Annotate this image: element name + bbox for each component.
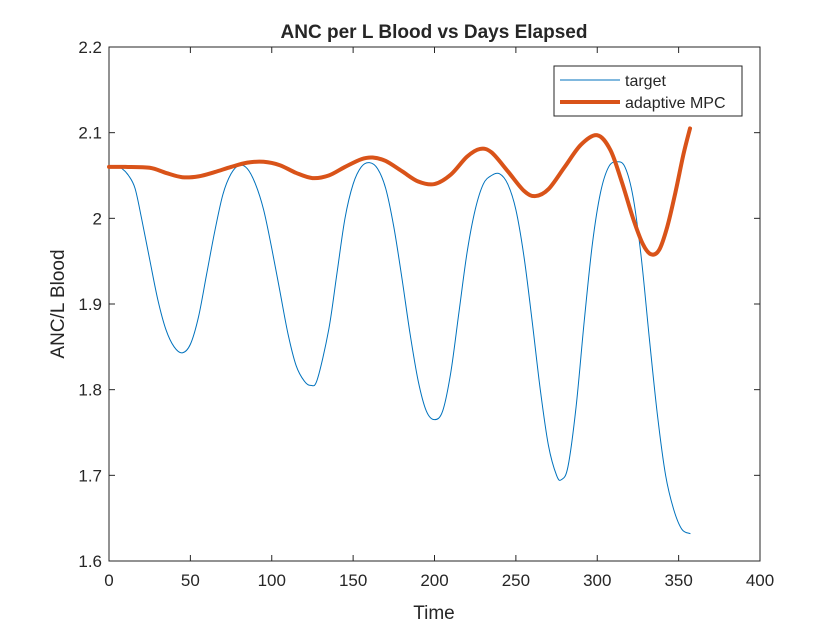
axes-box — [108, 46, 761, 562]
x-tick-label: 250 — [502, 571, 530, 590]
x-tick-label: 0 — [104, 571, 113, 590]
x-tick-label: 100 — [258, 571, 286, 590]
x-tick-label: 200 — [420, 571, 448, 590]
legend: target adaptive MPC — [553, 65, 743, 117]
legend-box — [553, 65, 743, 117]
y-tick-label: 2 — [93, 209, 102, 228]
series-line-adaptive-mpc — [107, 126, 693, 257]
series-layer — [107, 126, 693, 535]
y-tick-label: 1.9 — [78, 295, 102, 314]
x-tick-label: 50 — [181, 571, 200, 590]
y-tick-label: 2.2 — [78, 38, 102, 57]
y-tick-label: 1.8 — [78, 381, 102, 400]
y-tick-label: 1.6 — [78, 552, 102, 571]
y-tick-label: 1.7 — [78, 466, 102, 485]
plot-area: 0 50 100 150 200 250 300 350 400 1.6 1.7 1.8 1.9 2 2.1… — [78, 38, 774, 590]
y-tick-label: 2.1 — [78, 124, 102, 143]
x-tick-label: 150 — [339, 571, 367, 590]
x-tick-label: 400 — [746, 571, 774, 590]
x-tick-label: 300 — [583, 571, 611, 590]
series-line-target — [108, 161, 691, 535]
legend-label-target: target — [625, 73, 666, 90]
x-tick-label: 350 — [664, 571, 692, 590]
legend-label-adaptive-mpc: adaptive MPC — [625, 95, 726, 112]
x-axis-label: Time — [413, 603, 455, 624]
chart-title: ANC per L Blood vs Days Elapsed — [281, 22, 588, 43]
y-axis-label: ANC/L Blood — [48, 249, 69, 358]
tick-layer: 0 50 100 150 200 250 300 350 400 1.6 1.7 1.8 1.9 2 2.1… — [78, 38, 774, 590]
